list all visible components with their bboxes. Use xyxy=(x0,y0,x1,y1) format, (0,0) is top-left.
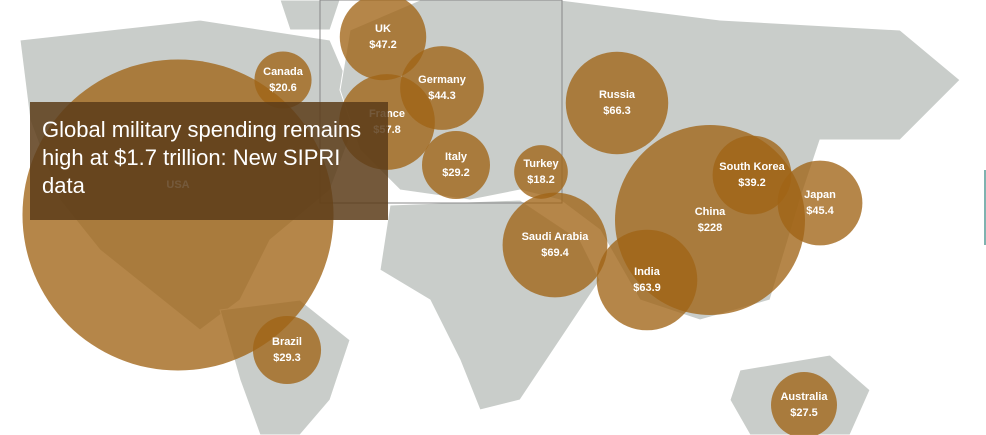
country-label: UK xyxy=(375,23,391,35)
bubble xyxy=(254,51,312,109)
value-label: $44.3 xyxy=(428,90,456,102)
country-label: India xyxy=(634,266,661,278)
title: Global military spending remains high at… xyxy=(42,117,362,198)
bubble xyxy=(422,131,490,199)
country-label: Turkey xyxy=(523,158,559,170)
value-label: $39.2 xyxy=(738,177,766,189)
value-label: $18.2 xyxy=(527,174,555,186)
bubble xyxy=(596,229,698,331)
value-label: $20.6 xyxy=(269,82,297,94)
value-label: $66.3 xyxy=(603,105,631,117)
country-label: Germany xyxy=(418,74,467,86)
country-label: China xyxy=(695,206,726,218)
country-label: Saudi Arabia xyxy=(522,231,590,243)
value-label: $45.4 xyxy=(806,205,834,217)
country-label: Canada xyxy=(263,66,304,78)
bubble xyxy=(252,315,322,385)
value-label: $228 xyxy=(698,222,722,234)
country-label: Brazil xyxy=(272,336,302,348)
country-label: Russia xyxy=(599,89,636,101)
bubble xyxy=(777,160,863,246)
title-box xyxy=(30,102,388,220)
country-label: South Korea xyxy=(719,161,785,173)
country-label: Australia xyxy=(780,391,828,403)
value-label: $47.2 xyxy=(369,39,397,51)
country-label: Italy xyxy=(445,151,468,163)
value-label: $27.5 xyxy=(790,407,818,419)
value-label: $29.3 xyxy=(273,352,301,364)
country-label: Japan xyxy=(804,189,836,201)
bubble xyxy=(339,0,427,81)
bubble xyxy=(712,135,792,215)
bubble xyxy=(514,145,568,199)
europe-inset-frame xyxy=(319,0,563,204)
value-label: $29.2 xyxy=(442,167,470,179)
bubble xyxy=(565,51,669,155)
bubble xyxy=(771,372,837,435)
bubble xyxy=(502,192,608,298)
value-label: $69.4 xyxy=(541,247,569,259)
greenland xyxy=(279,0,341,31)
value-label: $63.9 xyxy=(633,282,661,294)
